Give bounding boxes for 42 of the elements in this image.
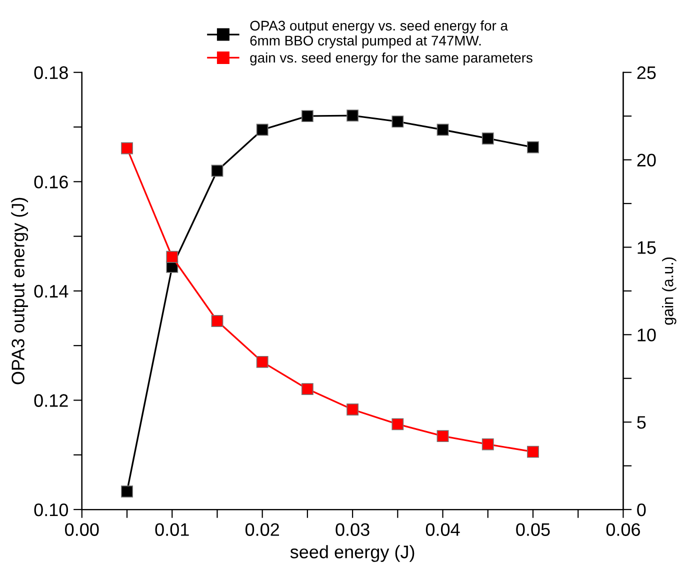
y2-tick-label: 25 — [637, 66, 656, 80]
x-tick-label: 0.00 — [65, 523, 99, 536]
point — [121, 142, 133, 154]
y-tick-label: 0.12 — [34, 394, 68, 407]
point — [256, 124, 268, 136]
legend-label: gain vs. seed energy for the same parameters — [250, 52, 532, 66]
point — [121, 486, 133, 498]
y-axis-title: OPA3 output energy (J) — [11, 198, 28, 384]
point — [211, 315, 224, 327]
point — [346, 110, 359, 122]
y2-tick-label: 20 — [637, 154, 656, 167]
point — [256, 356, 268, 368]
y-tick-label: 0.18 — [34, 66, 68, 80]
point — [211, 164, 224, 177]
legend-label: OPA3 output energy vs. seed energy for a 6mm BBO crystal pumped at 747MW. — [250, 20, 508, 48]
point — [527, 446, 539, 458]
y-tick-label: 0.14 — [34, 284, 68, 298]
y-tick-label: 0.10 — [34, 503, 68, 516]
point — [527, 141, 539, 154]
point — [482, 132, 494, 144]
point — [166, 250, 178, 263]
y2-tick-label: 10 — [638, 328, 656, 342]
point — [301, 383, 314, 396]
y2-tick-label: 15 — [638, 241, 656, 254]
x-tick-label: 0.05 — [516, 523, 550, 536]
y2-tick-label: 0 — [637, 503, 646, 516]
x-tick-label: 0.06 — [606, 523, 640, 536]
y-tick-label: 0.16 — [34, 176, 68, 188]
x-tick-label: 0.02 — [245, 523, 279, 536]
point — [301, 110, 314, 122]
y2-axis-title: gain (a.u.) — [662, 258, 676, 325]
point — [392, 116, 404, 128]
x-tick-label: 0.03 — [336, 523, 370, 536]
y2-tick-label: 5 — [637, 416, 646, 429]
point — [436, 124, 449, 136]
x-tick-label: 0.04 — [426, 523, 460, 536]
x-axis-title: seed energy (J) — [290, 545, 414, 562]
point — [482, 438, 494, 450]
x-tick-label: 0.01 — [155, 523, 189, 536]
point — [392, 418, 404, 430]
point — [436, 430, 449, 442]
point — [346, 404, 359, 416]
